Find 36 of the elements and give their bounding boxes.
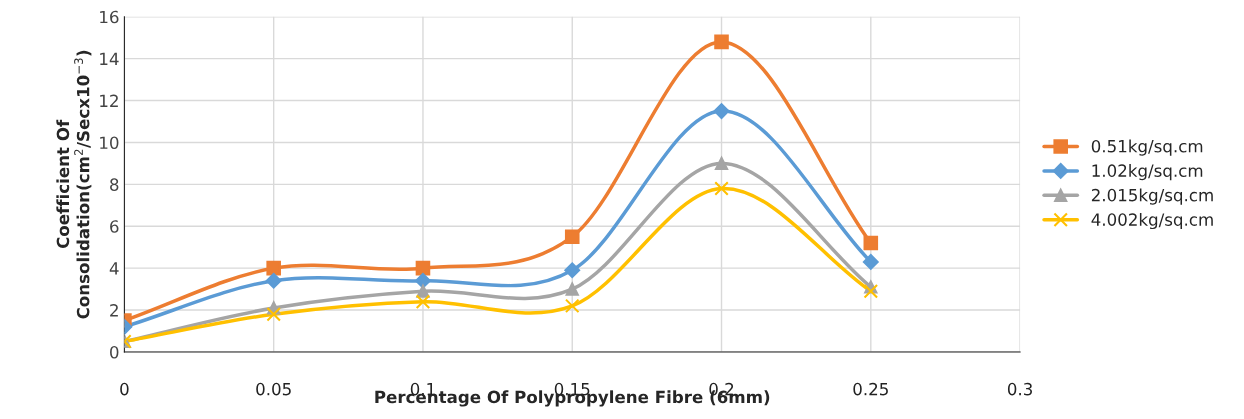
x-tick-label: 0.3 (1007, 382, 1032, 396)
point (713, 103, 730, 119)
point (564, 298, 580, 314)
point (863, 235, 879, 251)
point (863, 283, 879, 299)
y-tick-label: 12 (100, 94, 118, 107)
legend-label: 0.51kg/sq.cm (1091, 139, 1203, 156)
point (714, 181, 729, 196)
point (415, 260, 431, 276)
x-tick-label: 0 (120, 382, 129, 396)
point (714, 34, 729, 50)
point (415, 272, 431, 289)
y-tick-label: 10 (100, 136, 119, 150)
point (565, 282, 579, 296)
point (265, 272, 282, 289)
y-tick-label: 0 (110, 345, 119, 359)
x-tick-label: 0.25 (853, 382, 888, 396)
legend-label: 2.015kg/sq.cm (1091, 188, 1213, 205)
legend-label: 1.02kg/sq.cm (1092, 164, 1203, 181)
y-axis-title: Coefficient Of Consolidation(cm$^{2}$/Secx10$^{−3}$) (56, 50, 92, 319)
y-tick-label: 16 (100, 10, 119, 24)
y-tick-label: 2 (110, 304, 118, 317)
point (415, 294, 431, 309)
y-tick-label: 14 (100, 52, 119, 65)
point (862, 253, 879, 270)
point (564, 262, 581, 279)
y-tick-label: 4 (109, 262, 119, 275)
y-tick-label: 6 (110, 220, 119, 233)
x-tick-label: 0.05 (256, 382, 291, 396)
point (266, 260, 281, 276)
point (714, 156, 729, 171)
point (564, 229, 580, 245)
legend-label: 4.002kg/sq.cm (1091, 212, 1213, 230)
point (266, 306, 281, 322)
y-tick-label: 8 (110, 178, 119, 191)
point (416, 284, 430, 298)
